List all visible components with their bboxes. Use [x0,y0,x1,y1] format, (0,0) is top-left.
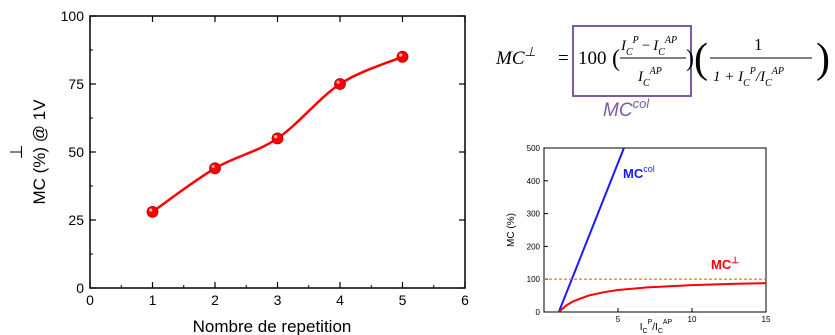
left-chart-x-tick-label: 0 [86,292,94,308]
right-chart-x-tick-label: 15 [762,315,771,324]
left-chart-y-ticks: 0 25 50 75 100 [61,8,465,296]
left-chart-x-tick-label: 4 [336,292,344,308]
right-chart-y-tick-label: 400 [527,177,541,186]
left-chart-point-highlight [149,208,153,212]
right-chart-ylabel: MC (%) [506,213,517,247]
formula-big-open-paren: ( [694,36,708,82]
formula-coef: 100 [578,48,607,69]
formula-numerator: ICP − ICAP [620,35,677,58]
right-chart-x-tick-label: 5 [616,315,621,324]
right-chart-x-ticks: 5 10 15 [616,308,771,324]
formula-close-paren: ) [686,46,694,72]
left-chart-ylabel-symbol: ⊥ [7,145,26,160]
left-chart-y-tick-label: 25 [68,212,84,228]
formula-box [572,25,692,97]
right-chart-x-tick-label: 10 [688,315,697,324]
left-chart-x-tick-label: 3 [274,292,282,308]
left-chart-point-highlight [274,135,278,139]
left-chart-point-highlight [211,164,215,169]
formula-denominator: ICAP [637,66,662,89]
right-chart-series-line-1 [558,282,767,313]
right-chart-y-tick-label: 500 [527,144,541,153]
right-chart-y-tick-label: 200 [527,242,541,251]
right-chart-label-mcperp: MC⊥ [711,255,739,272]
right-chart-y-tick-label: 300 [527,210,541,219]
left-chart-xlabel: Nombre de repetition [193,317,352,335]
formula-big-close-paren: ) [816,36,830,82]
left-chart-x-ticks: 0 1 2 3 4 5 6 [86,16,469,308]
left-chart-point-highlight [399,53,403,57]
right-chart-series [544,147,767,313]
formula-lhs: MC⊥ [495,44,536,69]
formula-equals: = [558,48,569,69]
right-chart-xlabel: ICP/ICAP [640,319,673,335]
left-chart-x-tick-label: 2 [211,292,219,308]
left-chart-x-tick-label: 1 [149,292,157,308]
left-chart-points [146,50,409,218]
right-chart-frame [543,147,767,313]
left-chart-x-tick-label: 6 [461,292,469,308]
formula-one: 1 [754,35,763,54]
left-chart-x-tick-label: 5 [399,292,407,308]
formula-denominator-2: 1 + ICP/ICAP [713,66,784,89]
right-chart-y-ticks: 0 100 200 300 400 500 [527,144,548,317]
right-chart-series-line-0 [557,147,625,313]
left-chart-y-tick-label: 50 [68,144,84,160]
left-chart-y-tick-label: 0 [76,280,84,296]
left-chart-y-tick-label: 100 [61,8,85,24]
right-chart-y-tick-label: 0 [536,308,541,317]
formula-open-paren: ( [612,46,620,72]
formula-box-label: MCcol [603,96,650,121]
left-chart-ylabel: MC (%) @ 1V [30,99,49,205]
right-chart-label-mccol: MCcol [623,164,655,181]
left-chart-point-highlight [336,80,340,84]
right-chart-y-tick-label: 100 [527,275,541,284]
right-chart-axes [543,147,767,313]
left-chart-y-tick-label: 75 [68,76,84,92]
